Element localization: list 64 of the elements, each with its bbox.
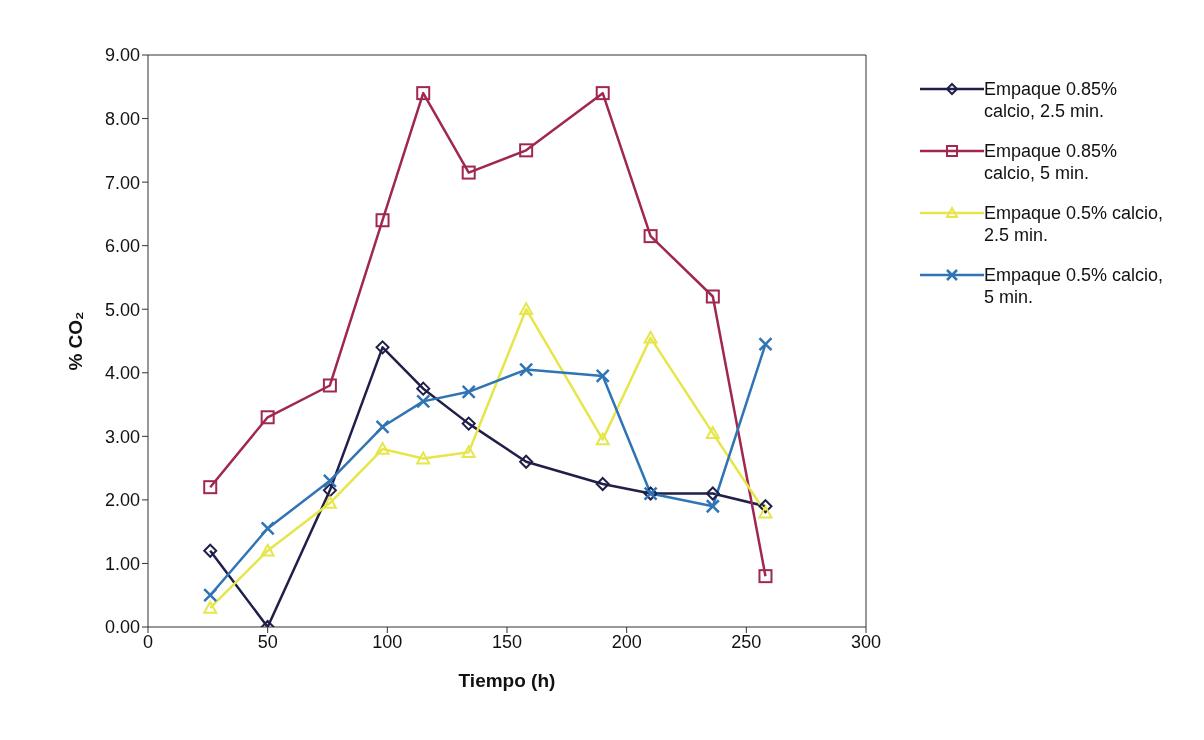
point (322, 496, 337, 509)
point (705, 498, 721, 514)
point (758, 336, 773, 352)
point (595, 368, 610, 384)
point (375, 340, 390, 355)
point (416, 451, 431, 465)
point (705, 486, 720, 501)
point (260, 521, 275, 536)
point (416, 86, 431, 101)
point (461, 416, 476, 431)
point (461, 384, 476, 400)
point (519, 143, 534, 158)
x-tick-label: 0 (142, 631, 154, 652)
point (643, 229, 658, 244)
point (322, 483, 337, 498)
y-tick-label: 1.00 (104, 553, 140, 574)
point (203, 480, 218, 495)
point (322, 473, 338, 489)
legend-label: Empaque 0.5% calcio, 2.5 min. (984, 202, 1164, 246)
x-tick-label: 200 (611, 631, 642, 652)
point (518, 362, 534, 377)
y-tick-label: 3.00 (104, 426, 140, 447)
legend-label: Empaque 0.5% calcio, 5 min. (984, 264, 1164, 308)
point (643, 330, 658, 344)
point (705, 289, 720, 304)
point (260, 410, 275, 425)
point (375, 419, 390, 435)
point (202, 587, 218, 603)
y-tick-label: 7.00 (104, 172, 140, 193)
point (758, 569, 773, 584)
point (595, 477, 610, 491)
y-axis-title: % CO₂ (65, 311, 86, 371)
y-tick-label: 0.00 (104, 617, 140, 638)
point (203, 543, 218, 558)
legend-label: Empaque 0.85% calcio, 2.5 min. (984, 78, 1119, 122)
point (758, 499, 773, 514)
x-tick-label: 300 (850, 631, 882, 652)
x-axis-title: Tiempo (h) (458, 670, 556, 691)
point (415, 394, 431, 409)
point (519, 302, 534, 316)
point (595, 432, 610, 446)
point (519, 454, 534, 469)
point (375, 442, 390, 455)
point (758, 505, 773, 519)
point (260, 543, 275, 557)
x-tick-label: 250 (731, 631, 762, 652)
y-tick-label: 8.00 (104, 108, 140, 129)
legend-label: Empaque 0.85% calcio, 5 min. (984, 140, 1119, 184)
point (416, 381, 431, 396)
point (705, 426, 720, 439)
point (595, 86, 610, 101)
y-tick-label: 2.00 (104, 490, 140, 511)
point (322, 378, 337, 393)
point (375, 213, 390, 228)
y-tick-label: 4.00 (104, 363, 140, 384)
y-tick-label: 6.00 (104, 236, 140, 257)
point (461, 445, 476, 459)
x-tick-label: 100 (372, 631, 403, 652)
x-tick-label: 150 (491, 631, 523, 652)
x-tick-label: 50 (257, 631, 278, 652)
y-tick-label: 5.00 (104, 299, 140, 320)
point (461, 165, 476, 180)
y-tick-label: 9.00 (104, 45, 140, 66)
point (203, 600, 218, 614)
